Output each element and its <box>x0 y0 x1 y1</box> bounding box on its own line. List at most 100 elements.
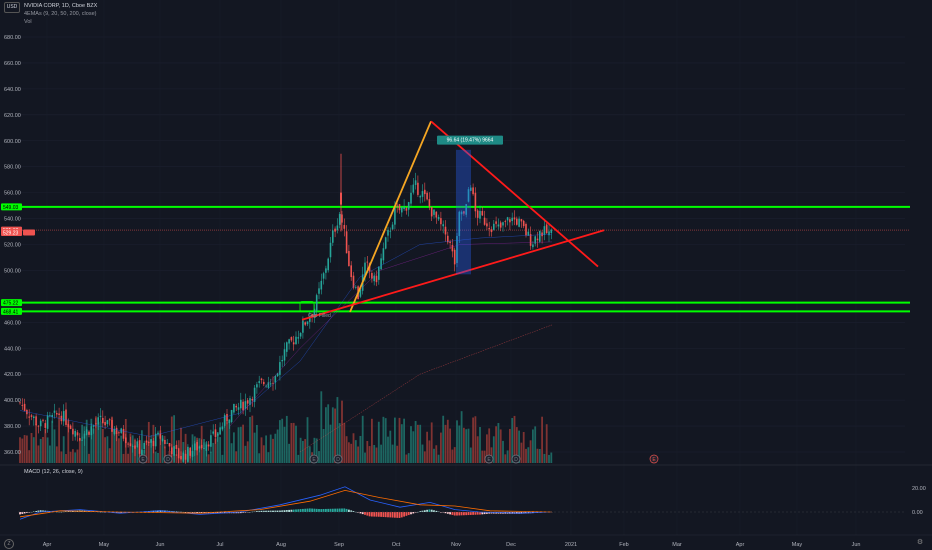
macd-histogram-bar <box>403 512 405 517</box>
month-label: Dec <box>506 542 516 548</box>
macd-histogram-bar <box>382 512 385 518</box>
candle-body <box>315 295 318 311</box>
macd-histogram-bar <box>184 512 187 513</box>
candle-body <box>138 440 141 454</box>
candle-body <box>187 446 189 462</box>
volume-bar <box>384 418 387 463</box>
candle-body <box>375 275 378 283</box>
candle-body <box>460 211 463 215</box>
macd-histogram-bar <box>288 509 290 512</box>
candle-body <box>44 423 47 428</box>
candle-body <box>81 439 83 441</box>
uptrend-line-orange <box>349 120 432 313</box>
chart-grid <box>18 0 905 535</box>
candle-body <box>143 442 145 450</box>
volume-bar <box>292 422 295 463</box>
price-tick-label: 540.00 <box>4 217 21 223</box>
macd-histogram-bar <box>180 511 182 513</box>
volume-bar <box>410 426 412 463</box>
volume-bar <box>230 443 233 463</box>
candle-body <box>398 204 401 211</box>
candle-body <box>219 427 221 435</box>
volume-bar <box>239 426 242 463</box>
candle-body <box>378 266 380 280</box>
candle-body <box>541 232 543 237</box>
volume-bar <box>426 431 428 463</box>
macd-histogram-bar <box>69 511 72 512</box>
volume-bar <box>285 415 288 463</box>
gear-icon[interactable]: ⚙ <box>916 539 924 546</box>
macd-histogram-bar <box>348 509 350 512</box>
candle-body <box>246 400 249 404</box>
volume-bar <box>345 436 348 463</box>
candle-body <box>430 206 433 217</box>
macd-histogram-bar <box>196 512 198 513</box>
volume-bar <box>127 453 129 463</box>
macd-histogram-bar <box>334 508 336 512</box>
symbol-title[interactable]: NVIDIA CORP, 1D, Cboe BZX <box>24 3 98 9</box>
trendline-drawings: 96.64 (19.47%) 9664 Gap Filled <box>299 120 605 321</box>
volume-bar <box>269 434 272 463</box>
candle-body <box>258 381 260 383</box>
volume-bar <box>30 432 33 463</box>
candle-body <box>212 431 214 434</box>
candle-body <box>207 444 210 447</box>
volume-bar <box>490 447 493 463</box>
candle-body <box>205 444 208 451</box>
candle-body <box>175 444 178 449</box>
candle-body <box>511 217 513 222</box>
volume-bar <box>497 423 500 463</box>
macd-histogram-bar <box>377 512 380 517</box>
volume-bar <box>272 438 274 463</box>
currency-button[interactable]: USD <box>4 2 20 13</box>
volume-bar <box>506 450 509 463</box>
candle-body <box>131 446 134 447</box>
volume-bar <box>308 446 311 463</box>
candle-body <box>396 205 398 207</box>
macd-histogram-bar <box>398 512 401 518</box>
candle-body <box>184 453 187 460</box>
volume-bar <box>520 442 523 463</box>
candle-body <box>214 429 217 438</box>
volume-indicator-label[interactable]: Vol <box>24 19 32 25</box>
macd-histogram-bar <box>371 512 373 517</box>
candle-body <box>226 413 228 422</box>
macd-histogram-bar <box>352 511 355 512</box>
candle-body <box>520 219 523 222</box>
ema-indicator-label[interactable]: 4EMAs (9, 20, 50, 200, close) <box>24 11 97 17</box>
month-label: Jun <box>852 542 861 548</box>
month-label: 2021 <box>565 542 577 548</box>
event-marker-label: D <box>166 457 170 463</box>
candle-body <box>251 399 254 401</box>
candle-body <box>90 426 93 436</box>
macd-tick-label: 0.00 <box>912 510 923 516</box>
candle-body <box>74 430 76 437</box>
macd-histogram-bar <box>488 512 491 514</box>
candle-body <box>99 415 102 418</box>
macd-histogram-bar <box>336 508 339 512</box>
volume-bar <box>99 421 102 463</box>
volume-bar <box>373 445 376 463</box>
candle-body <box>548 231 550 236</box>
candle-body <box>286 342 288 352</box>
macd-indicator-label[interactable]: MACD (12, 26, close, 9) <box>24 469 83 475</box>
event-marker-circle <box>649 454 659 464</box>
volume-bar <box>465 429 468 463</box>
candle-body <box>37 425 40 427</box>
volume-bar <box>352 433 355 463</box>
candle-body <box>470 187 472 191</box>
candle-body <box>506 217 509 221</box>
macd-histogram-bar <box>384 512 387 518</box>
candle-body <box>159 433 162 439</box>
candle-body <box>493 223 495 230</box>
volume-bar <box>184 433 187 463</box>
candle-body <box>387 229 389 236</box>
volume-bar <box>458 425 461 463</box>
month-label: Jul <box>216 542 223 548</box>
candle-body <box>502 222 504 226</box>
candle-body <box>456 236 458 263</box>
macd-histogram-bar <box>449 512 451 515</box>
candle-body <box>410 192 412 204</box>
candle-body <box>182 452 185 462</box>
